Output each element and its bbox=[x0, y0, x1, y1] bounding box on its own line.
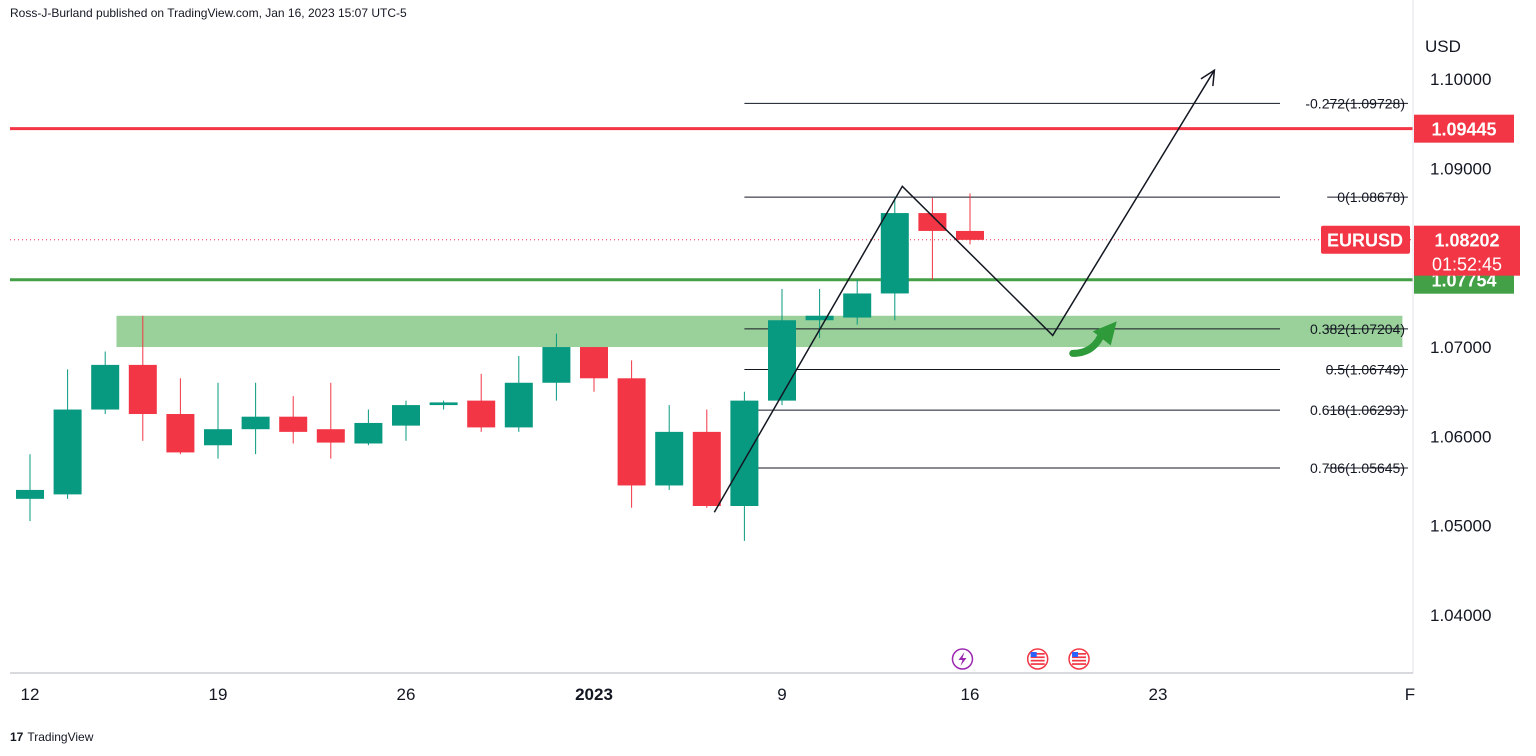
candle-body bbox=[429, 402, 458, 406]
candle[interactable] bbox=[542, 333, 571, 401]
flag-stripe bbox=[1030, 659, 1045, 662]
bounce-arrowhead bbox=[1092, 321, 1117, 346]
candle-body bbox=[655, 431, 684, 486]
candle[interactable] bbox=[241, 382, 270, 455]
x-tick-label: 16 bbox=[961, 685, 980, 704]
y-tick-label: 1.07000 bbox=[1430, 338, 1491, 357]
candle[interactable] bbox=[53, 369, 82, 499]
y-tick-label: 1.10000 bbox=[1430, 70, 1491, 89]
projection-path[interactable] bbox=[713, 69, 1216, 513]
flag-stripe bbox=[1072, 663, 1087, 665]
currency-label: USD bbox=[1425, 37, 1461, 56]
candle-body bbox=[241, 416, 270, 430]
candle[interactable] bbox=[504, 355, 533, 432]
candle-body bbox=[805, 315, 834, 321]
last-price-tag bbox=[1414, 225, 1520, 276]
x-tick-label: F bbox=[1405, 685, 1415, 704]
symbol-tag-label: EURUSD bbox=[1327, 231, 1403, 251]
candle[interactable] bbox=[617, 360, 646, 508]
projection-arrowhead bbox=[1200, 68, 1216, 87]
support-zone bbox=[116, 315, 1403, 348]
flag-canton bbox=[1072, 652, 1079, 657]
candle[interactable] bbox=[279, 396, 308, 444]
candle-body bbox=[580, 347, 608, 379]
tradingview-brand: TradingView bbox=[27, 730, 94, 744]
candle[interactable] bbox=[768, 288, 796, 406]
candle-body bbox=[617, 378, 646, 486]
x-tick-label: 23 bbox=[1149, 685, 1168, 704]
support-price-label: 1.07754 bbox=[1431, 271, 1496, 291]
candle-body bbox=[542, 347, 571, 383]
symbol-tag bbox=[1321, 225, 1410, 254]
publisher-line: Ross-J-Burland published on TradingView.… bbox=[10, 6, 407, 20]
candle-body bbox=[918, 213, 947, 231]
tradingview-footer: 17 TradingView bbox=[10, 730, 93, 744]
y-tick-label: 1.06000 bbox=[1430, 427, 1491, 446]
candle[interactable] bbox=[316, 382, 345, 459]
candle[interactable] bbox=[956, 193, 984, 245]
candle-body bbox=[467, 400, 496, 428]
candle[interactable] bbox=[91, 351, 120, 415]
candle-body bbox=[504, 382, 533, 428]
bar-countdown-label: 01:52:45 bbox=[1432, 255, 1502, 275]
x-tick-label: 9 bbox=[777, 685, 786, 704]
flag-canton bbox=[1030, 652, 1037, 657]
candle[interactable] bbox=[692, 409, 721, 508]
flag-stripe bbox=[1072, 656, 1087, 659]
candle-body bbox=[843, 293, 872, 318]
candle-body bbox=[768, 320, 796, 401]
candle[interactable] bbox=[730, 391, 759, 541]
candle-body bbox=[354, 422, 383, 444]
x-tick-label: 26 bbox=[397, 685, 416, 704]
candle-body bbox=[392, 405, 420, 426]
candle-body bbox=[316, 429, 345, 443]
x-tick-label: 19 bbox=[209, 685, 228, 704]
candle-body bbox=[91, 364, 120, 410]
candle-body bbox=[16, 489, 44, 499]
x-tick-label: 2023 bbox=[575, 685, 613, 704]
candle[interactable] bbox=[467, 373, 496, 432]
candle[interactable] bbox=[128, 315, 157, 441]
flag-stripe bbox=[1030, 653, 1045, 655]
flag-stripe bbox=[1030, 656, 1045, 659]
candle-body bbox=[204, 429, 232, 446]
candle-body bbox=[53, 409, 82, 495]
flag-stripe bbox=[1072, 659, 1087, 662]
candle-body bbox=[880, 213, 909, 294]
resistance-price-tag bbox=[1414, 114, 1514, 143]
tradingview-logo-icon: 17 bbox=[10, 730, 24, 744]
resistance-price-label: 1.09445 bbox=[1431, 120, 1496, 140]
candle[interactable] bbox=[354, 409, 383, 446]
candle-body bbox=[166, 414, 195, 453]
candle[interactable] bbox=[880, 197, 909, 321]
candle-body bbox=[128, 364, 157, 415]
candle-body bbox=[956, 230, 984, 240]
candle[interactable] bbox=[392, 400, 420, 441]
x-tick-label: 12 bbox=[21, 685, 40, 704]
candle[interactable] bbox=[580, 347, 608, 392]
candle-body bbox=[279, 416, 308, 432]
y-tick-label: 1.04000 bbox=[1430, 606, 1491, 625]
candle-body bbox=[730, 400, 759, 506]
flag-stripe bbox=[1030, 663, 1045, 665]
candle[interactable] bbox=[16, 454, 44, 522]
candle[interactable] bbox=[204, 382, 232, 459]
lightning-glyph bbox=[958, 652, 967, 666]
candle[interactable] bbox=[166, 378, 195, 455]
candle-body bbox=[692, 431, 721, 506]
flag-stripe bbox=[1072, 653, 1087, 655]
y-tick-label: 1.05000 bbox=[1430, 517, 1491, 536]
candle[interactable] bbox=[843, 280, 872, 325]
candle[interactable] bbox=[918, 197, 947, 281]
last-price-label: 1.08202 bbox=[1434, 231, 1499, 251]
candle[interactable] bbox=[429, 400, 458, 410]
candle[interactable] bbox=[655, 405, 684, 490]
y-tick-label: 1.09000 bbox=[1430, 159, 1491, 178]
